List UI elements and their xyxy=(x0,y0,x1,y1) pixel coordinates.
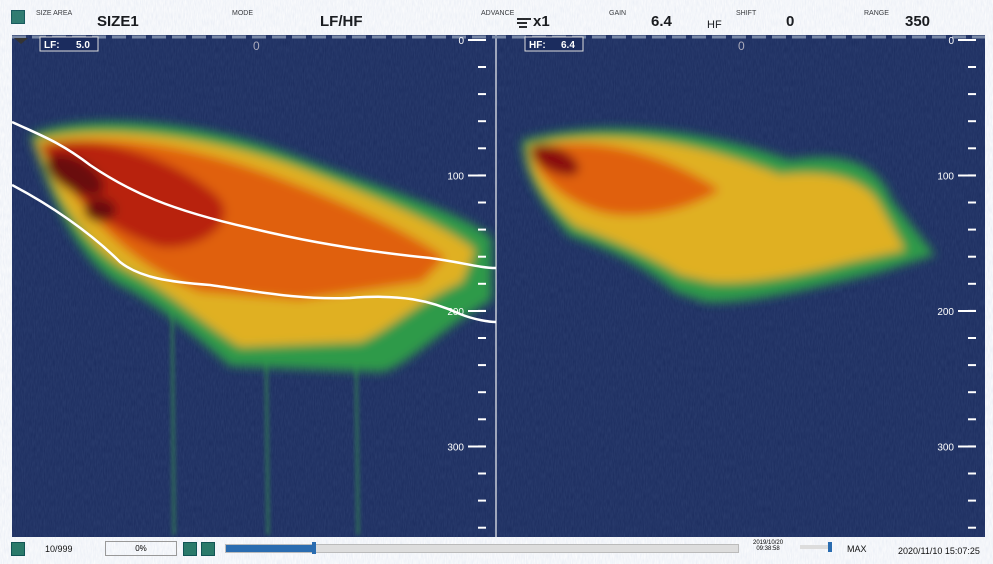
channel-box xyxy=(39,36,99,52)
depth-label: 100 xyxy=(447,172,464,183)
label: MODE xyxy=(232,10,253,17)
level: MAX xyxy=(847,544,867,554)
depth-label: 100 xyxy=(937,172,954,183)
counter: 10/999 xyxy=(45,544,73,554)
advance-icon xyxy=(517,18,531,28)
label: GAIN xyxy=(609,10,627,17)
depth-label: 300 xyxy=(447,443,464,454)
filter-button[interactable] xyxy=(183,542,197,556)
depth-label: 200 xyxy=(447,307,464,318)
value: LF/HF xyxy=(320,13,363,30)
label: ADVANCE xyxy=(481,10,515,17)
unit: HF xyxy=(707,19,722,31)
channel: LF: xyxy=(44,40,60,51)
playback-slider[interactable] xyxy=(225,542,739,554)
lf-echo xyxy=(12,120,496,536)
label: SIZE AREA xyxy=(36,10,73,17)
boundary-line xyxy=(12,183,496,324)
depth-label: 200 xyxy=(937,307,954,318)
label: RANGE xyxy=(864,10,889,17)
progress: 0% xyxy=(105,541,177,556)
depth-scale: 0 100 200 300 LF: 5.0 0 0 100 200 300 HF: 6.4 0 xyxy=(39,36,976,529)
depth-label: 0 xyxy=(948,36,954,47)
shift-marker: 0 xyxy=(738,39,745,53)
settings-button[interactable] xyxy=(11,10,25,24)
menu-arrow[interactable] xyxy=(14,38,28,44)
start-time: 2019/10/20 09:38:58 xyxy=(753,540,783,552)
value: 350 xyxy=(905,13,931,30)
datetime: 2020/11/10 15:07:25 xyxy=(898,546,980,556)
replay-button[interactable] xyxy=(201,542,215,556)
value: SIZE1 xyxy=(97,13,139,30)
shift-marker: 0 xyxy=(253,39,260,53)
time: 09:38:58 xyxy=(756,546,780,552)
channel-gain: 5.0 xyxy=(76,40,90,51)
depth-label: 0 xyxy=(458,36,464,47)
boundary-line xyxy=(12,120,496,270)
date: 2019/10/20 xyxy=(753,540,784,546)
value: x1 xyxy=(533,13,550,30)
channel: HF: xyxy=(529,40,546,51)
depth-label: 300 xyxy=(937,443,954,454)
value: 0 xyxy=(786,13,795,30)
level-slider[interactable] xyxy=(800,542,832,552)
channel-box xyxy=(524,36,584,52)
channel-gain: 6.4 xyxy=(561,40,575,51)
label: SHIFT xyxy=(736,10,757,17)
value: 6.4 xyxy=(651,13,672,30)
settings-button[interactable] xyxy=(11,542,25,556)
hf-echo xyxy=(522,128,935,303)
